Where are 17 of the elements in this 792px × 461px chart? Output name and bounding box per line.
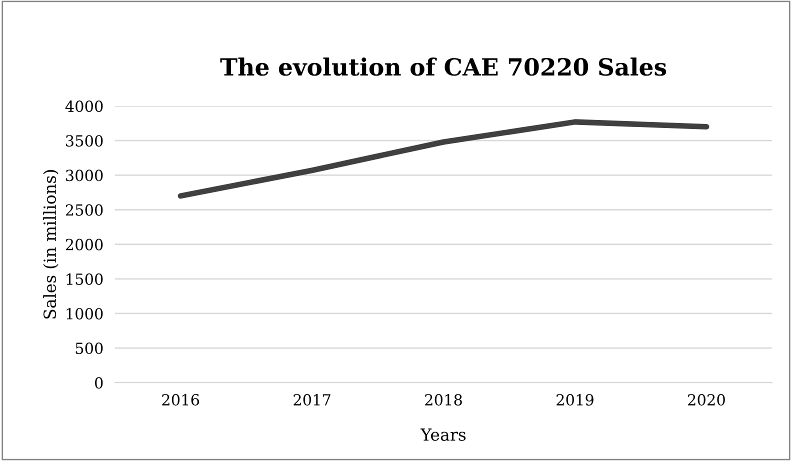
y-tick-label: 2500 bbox=[66, 204, 103, 216]
y-tick-label: 3000 bbox=[66, 170, 103, 182]
y-tick-label: 2000 bbox=[66, 238, 103, 250]
y-tick-label: 0 bbox=[95, 377, 103, 389]
x-tick-label: 2017 bbox=[294, 394, 330, 406]
y-tick-label: 1000 bbox=[66, 308, 103, 320]
x-tick-label: 2020 bbox=[688, 394, 725, 406]
x-tick-label: 2019 bbox=[556, 394, 594, 406]
chart-title: The evolution of CAE 70220 Sales bbox=[220, 58, 666, 76]
y-tick-label: 500 bbox=[76, 342, 103, 354]
y-tick-label: 1500 bbox=[66, 273, 103, 285]
x-tick-label: 2018 bbox=[425, 394, 462, 406]
y-tick-label: 3500 bbox=[66, 135, 103, 147]
x-axis-title: Years bbox=[420, 428, 466, 441]
y-tick-label: 4000 bbox=[65, 100, 103, 112]
x-tick-label: 2016 bbox=[162, 394, 200, 406]
y-axis-title: Sales (in millions) bbox=[43, 170, 58, 319]
